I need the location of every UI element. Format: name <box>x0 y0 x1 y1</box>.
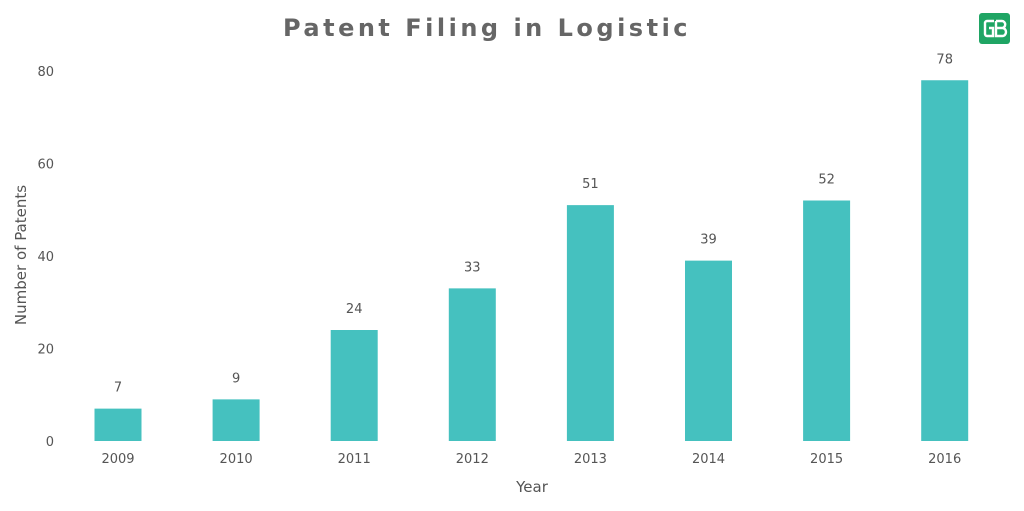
x-tick-label: 2016 <box>928 452 961 467</box>
y-axis-title: Number of Patents <box>12 185 30 325</box>
x-tick-label: 2010 <box>220 452 253 467</box>
data-label: 52 <box>818 173 835 188</box>
bar <box>921 80 969 441</box>
data-label: 9 <box>232 371 240 386</box>
brand-logo <box>979 13 1010 44</box>
x-axis-title: Year <box>515 478 549 496</box>
data-label: 39 <box>700 233 717 248</box>
bar <box>330 330 378 441</box>
chart-title: Patent Filing in Logistic <box>282 14 692 42</box>
y-tick-label: 20 <box>37 343 54 358</box>
bar <box>448 288 496 441</box>
bar <box>803 200 851 441</box>
bar <box>566 205 614 441</box>
data-label: 7 <box>114 381 122 396</box>
brand-logo-icon <box>983 19 1008 38</box>
x-tick-label: 2013 <box>574 452 607 467</box>
x-tick-label: 2012 <box>456 452 489 467</box>
y-tick-label: 0 <box>46 435 54 450</box>
x-tick-label: 2015 <box>810 452 843 467</box>
x-tick-label: 2014 <box>692 452 725 467</box>
y-tick-label: 80 <box>37 65 54 80</box>
data-label: 24 <box>346 302 363 317</box>
y-tick-label: 60 <box>37 158 54 173</box>
x-tick-label: 2009 <box>101 452 134 467</box>
data-label: 78 <box>936 52 953 67</box>
bar <box>94 408 142 441</box>
bar <box>212 399 260 441</box>
data-label: 33 <box>464 260 481 275</box>
x-tick-label: 2011 <box>338 452 371 467</box>
data-label: 51 <box>582 177 599 192</box>
y-tick-label: 40 <box>37 250 54 265</box>
bar <box>685 260 732 441</box>
